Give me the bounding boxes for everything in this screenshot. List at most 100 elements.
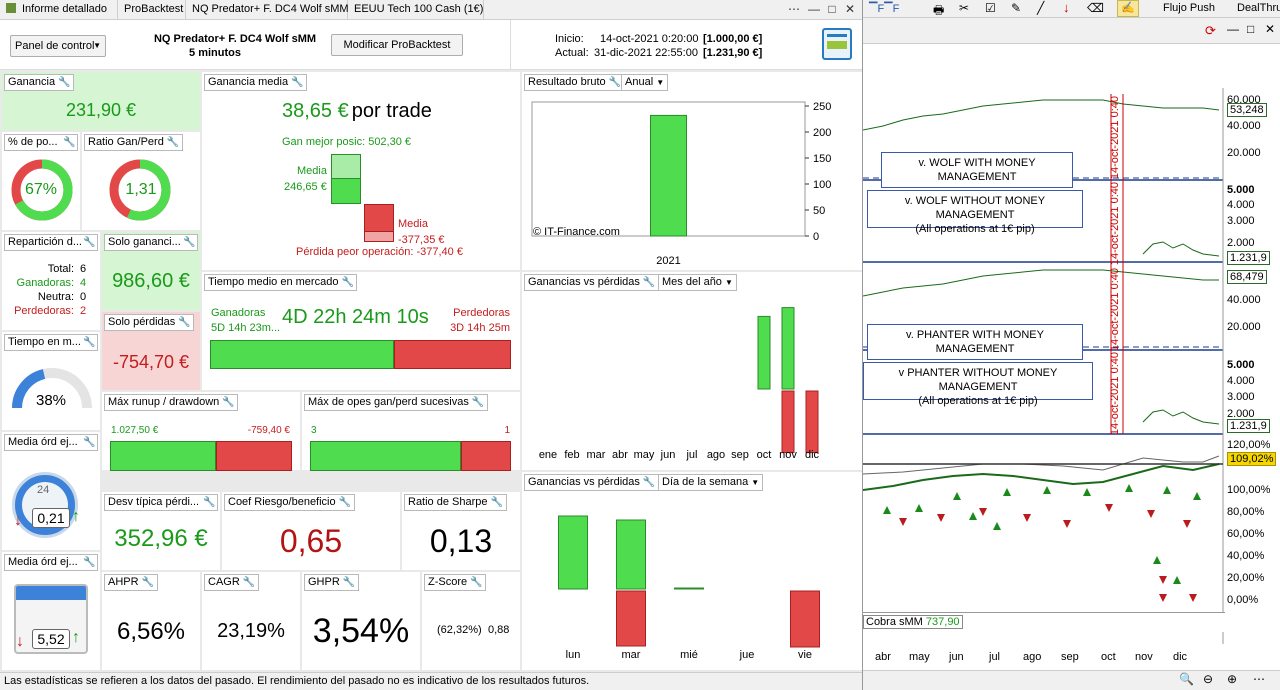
tab-informe-detallado[interactable]: Informe detallado <box>0 0 118 20</box>
ghpr-label[interactable]: GHPR 🔧 <box>304 574 359 591</box>
wrench-icon[interactable]: 🔧 <box>83 337 96 348</box>
dashboard-select[interactable]: Panel de control ▼ <box>10 35 106 57</box>
wrench-icon[interactable]: 🔧 <box>608 77 622 88</box>
zoom-in-icon[interactable]: ⊕ <box>1227 672 1238 686</box>
flujo-push-toggle[interactable]: Flujo Push <box>1149 2 1215 14</box>
wrench-icon[interactable]: 🔧 <box>166 137 180 148</box>
tools-icon[interactable]: ✂ <box>959 1 970 15</box>
sync-icon[interactable]: ⟳ <box>1205 23 1216 38</box>
line-icon[interactable]: ╱ <box>1037 1 1045 15</box>
wrench-icon[interactable]: 🔧 <box>291 77 304 88</box>
coef-riesgo-label[interactable]: Coef Riesgo/beneficio 🔧 <box>224 494 355 511</box>
zscore-label[interactable]: Z-Score 🔧 <box>424 574 487 591</box>
ganadoras-label: Ganadoras: <box>16 277 74 289</box>
cagr-label[interactable]: CAGR 🔧 <box>204 574 259 591</box>
solo-ganancias-label[interactable]: Solo gananci... 🔧 <box>104 234 198 251</box>
label-text: Z-Score <box>428 576 468 588</box>
wrench-icon[interactable]: 🔧 <box>471 397 485 408</box>
tiempo-mercado-label[interactable]: Tiempo en m... 🔧 <box>4 334 98 351</box>
media-ord-label-2[interactable]: Media órd ej... 🔧 <box>4 554 98 571</box>
gan-vs-perd-mes-label[interactable]: Ganancias vs pérdidas 🔧 <box>524 274 659 291</box>
wrench-icon[interactable]: 🔧 <box>203 497 216 508</box>
ganancia-media-label[interactable]: Ganancia media 🔧 <box>204 74 308 91</box>
close-button[interactable]: ✕ <box>844 2 856 16</box>
x-tick-label: lun <box>566 649 581 661</box>
ganancia-media-cell: Ganancia media 🔧 38,65 € por trade Gan me… <box>202 72 520 270</box>
runup-cell: Máx runup / drawdown 🔧 1.027,50 € -759,40… <box>102 392 300 471</box>
print-icon[interactable]: 🖶 <box>933 3 945 17</box>
tab-strategy[interactable]: NQ Predator+ F. DC4 Wolf sMM <box>186 0 349 20</box>
wrench-icon[interactable]: 🔧 <box>83 437 96 448</box>
mes-select[interactable]: Mes del año ▼ <box>658 274 737 291</box>
wrench-icon[interactable]: 🔧 <box>342 577 356 588</box>
eraser-icon[interactable]: ⌫ <box>1087 1 1104 15</box>
neutra-value: 0 <box>80 291 87 303</box>
runup-label[interactable]: Máx runup / drawdown 🔧 <box>104 394 239 411</box>
panel4-label: v PHANTER WITHOUT MONEY MANAGEMENT <box>898 367 1058 393</box>
tiempo-medio-label[interactable]: Tiempo medio en mercado 🔧 <box>204 274 358 291</box>
pencil-icon[interactable]: ✎ <box>1011 1 1022 15</box>
media-ord-label-1[interactable]: Media órd ej... 🔧 <box>4 434 98 451</box>
dealthru-toggle[interactable]: DealThru <box>1223 2 1280 14</box>
zoom-icon[interactable]: 🔍 <box>1179 672 1194 686</box>
wrench-icon[interactable]: 🔧 <box>470 577 483 588</box>
drawdown-value: -759,40 € <box>247 425 290 436</box>
solo-ganancias-cell: Solo gananci... 🔧 986,60 € <box>102 232 200 310</box>
maximize-button[interactable]: □ <box>828 2 836 16</box>
minimize-button[interactable]: — <box>808 2 820 16</box>
gan-vs-perd-dia-label[interactable]: Ganancias vs pérdidas 🔧 <box>524 474 659 491</box>
wrench-icon[interactable]: 🔧 <box>83 237 96 248</box>
modify-probacktest-button[interactable]: Modificar ProBacktest <box>331 34 463 56</box>
solo-perdidas-label[interactable]: Solo pérdidas 🔧 <box>104 314 195 331</box>
ahpr-label[interactable]: AHPR 🔧 <box>104 574 158 591</box>
wrench-icon[interactable]: 🔧 <box>63 137 76 148</box>
share-icon[interactable]: ⋯ <box>788 2 800 16</box>
tab-instrument[interactable]: EEUU Tech 100 Cash (1€) <box>348 0 484 20</box>
p3-value: 68,479 <box>1227 270 1267 284</box>
highlighter-icon[interactable]: ✍ <box>1117 0 1139 17</box>
reparticion-label[interactable]: Repartición d... 🔧 <box>4 234 98 251</box>
wrench-icon[interactable]: 🔧 <box>642 477 656 488</box>
label-text: Máx de opes gan/perd sucesivas <box>308 396 469 408</box>
media-ord-cell-1: Media órd ej... 🔧 24 0,21 ↓ ↑ <box>2 432 100 550</box>
report-icon[interactable] <box>822 28 852 60</box>
minimize-chart-button[interactable]: — <box>1227 22 1239 36</box>
worst-loss-bar <box>364 231 394 242</box>
maximize-chart-button[interactable]: □ <box>1247 22 1255 36</box>
p4-tick-2: 3.000 <box>1227 391 1255 403</box>
wrench-icon[interactable]: 🔧 <box>642 277 656 288</box>
wrench-icon[interactable]: 🔧 <box>341 277 354 288</box>
sharpe-label[interactable]: Ratio de Sharpe 🔧 <box>404 494 507 511</box>
resultado-bruto-label[interactable]: Resultado bruto 🔧 <box>524 74 625 91</box>
wrench-icon[interactable]: 🔧 <box>141 577 155 588</box>
wrench-icon[interactable]: 🔧 <box>58 77 71 88</box>
month-label: ago <box>1023 651 1042 663</box>
more-icon[interactable]: ⋯ <box>1253 672 1265 686</box>
dia-select[interactable]: Día de la semana ▼ <box>658 474 764 491</box>
zoom-out-icon[interactable]: ⊖ <box>1203 672 1214 686</box>
panel1-label: v. WOLF WITH MONEY MANAGEMENT <box>881 152 1073 188</box>
pct-label[interactable]: % de po... 🔧 <box>4 134 78 151</box>
desv-tipica-label[interactable]: Desv típica pérdi... 🔧 <box>104 494 218 511</box>
arrow-down-icon[interactable]: ↓ <box>1063 0 1070 15</box>
runup-bar <box>110 441 216 471</box>
drawing-tools-icon[interactable]: ▔F▔F <box>869 3 900 15</box>
wrench-icon[interactable]: 🔧 <box>178 317 191 328</box>
ratio-label[interactable]: Ratio Gan/Perd 🔧 <box>84 134 183 151</box>
ganancia-label[interactable]: Ganancia 🔧 <box>4 74 75 91</box>
max-gan-value: 3 <box>311 425 317 436</box>
wrench-icon[interactable]: 🔧 <box>183 237 196 248</box>
tm-ganadoras-bar <box>210 340 394 369</box>
checkbox-icon[interactable]: ☑ <box>985 1 996 15</box>
wrench-icon[interactable]: 🔧 <box>490 497 503 508</box>
wrench-icon[interactable]: 🔧 <box>222 397 235 408</box>
periodo-select[interactable]: Anual ▼ <box>621 74 669 91</box>
label-text: Ganancias vs pérdidas <box>528 276 640 288</box>
tab-probacktest[interactable]: ProBacktest <box>118 0 186 20</box>
wrench-icon[interactable]: 🔧 <box>83 557 96 568</box>
max-opes-label[interactable]: Máx de opes gan/perd sucesivas 🔧 <box>304 394 488 411</box>
label-text: Ganancia <box>8 76 56 88</box>
close-chart-button[interactable]: ✕ <box>1265 22 1276 36</box>
wrench-icon[interactable]: 🔧 <box>242 577 256 588</box>
wrench-icon[interactable]: 🔧 <box>338 497 352 508</box>
